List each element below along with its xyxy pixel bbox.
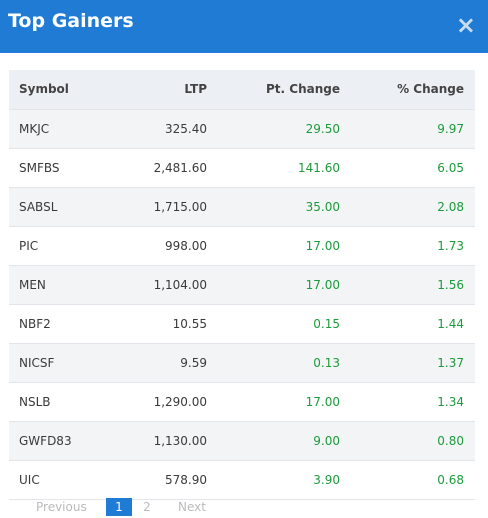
table-cell: 10.55	[172, 317, 207, 331]
page-button[interactable]: 1	[106, 498, 132, 516]
table-cell: 1,290.00	[153, 395, 207, 409]
table-cell: 141.60	[298, 161, 340, 175]
table-cell: 0.15	[313, 317, 340, 331]
table-row: SABSL 1,715.00 35.00 2.08	[9, 188, 475, 227]
column-header: Symbol	[19, 82, 69, 96]
table-cell: 1.44	[437, 317, 464, 331]
table-cell: 9.97	[437, 122, 464, 136]
table-cell: NBF2	[19, 317, 51, 331]
table-cell: 0.80	[437, 434, 464, 448]
table-cell: 1,104.00	[153, 278, 207, 292]
table-row: GWFD83 1,130.00 9.00 0.80	[9, 422, 475, 461]
table-cell: 17.00	[305, 239, 340, 253]
column-header: Pt. Change	[266, 82, 340, 96]
table-cell: SABSL	[19, 200, 58, 214]
table-cell: 0.13	[313, 356, 340, 370]
table-cell: 1.73	[437, 239, 464, 253]
table-cell: 2.08	[437, 200, 464, 214]
table-cell: 35.00	[305, 200, 340, 214]
previous-button[interactable]: Previous	[36, 500, 87, 514]
table-row: MKJC 325.40 29.50 9.97	[9, 110, 475, 149]
table-cell: 1.56	[437, 278, 464, 292]
table-cell: MEN	[19, 278, 46, 292]
modal-title: Top Gainers	[8, 10, 134, 32]
table-cell: 325.40	[165, 122, 207, 136]
table-cell: GWFD83	[19, 434, 72, 448]
table-cell: NICSF	[19, 356, 55, 370]
table-row: UIC 578.90 3.90 0.68	[9, 461, 475, 500]
table-cell: 9.00	[313, 434, 340, 448]
gainers-table: Symbol LTP Pt. Change % Change MKJC 325.40 29.…	[9, 70, 475, 500]
table-cell: SMFBS	[19, 161, 60, 175]
page-button[interactable]: 2	[143, 500, 151, 514]
table-cell: 9.59	[180, 356, 207, 370]
column-header: % Change	[397, 82, 464, 96]
table-cell: 578.90	[165, 473, 207, 487]
table-cell: 0.68	[437, 473, 464, 487]
column-header: LTP	[184, 82, 207, 96]
table-row: MEN 1,104.00 17.00 1.56	[9, 266, 475, 305]
table-cell: 17.00	[305, 395, 340, 409]
close-button[interactable]: ×	[455, 11, 476, 39]
table-cell: 17.00	[305, 278, 340, 292]
table-cell: NSLB	[19, 395, 51, 409]
modal-header: Top Gainers ×	[0, 0, 488, 53]
table-cell: UIC	[19, 473, 40, 487]
table-cell: 1.37	[437, 356, 464, 370]
table-cell: 1.34	[437, 395, 464, 409]
table-row: SMFBS 2,481.60 141.60 6.05	[9, 149, 475, 188]
header-row: Symbol LTP Pt. Change % Change	[9, 70, 475, 110]
table-cell: 6.05	[437, 161, 464, 175]
table-row: NSLB 1,290.00 17.00 1.34	[9, 383, 475, 422]
table-cell: 2,481.60	[153, 161, 207, 175]
table-row: NICSF 9.59 0.13 1.37	[9, 344, 475, 383]
table-cell: MKJC	[19, 122, 50, 136]
table-cell: 3.90	[313, 473, 340, 487]
table-cell: 998.00	[165, 239, 207, 253]
table-cell: PIC	[19, 239, 39, 253]
table-row: NBF2 10.55 0.15 1.44	[9, 305, 475, 344]
table-row: PIC 998.00 17.00 1.73	[9, 227, 475, 266]
table-cell: 29.50	[305, 122, 340, 136]
table-cell: 1,715.00	[153, 200, 207, 214]
next-button[interactable]: Next	[178, 500, 206, 514]
table-cell: 1,130.00	[153, 434, 207, 448]
